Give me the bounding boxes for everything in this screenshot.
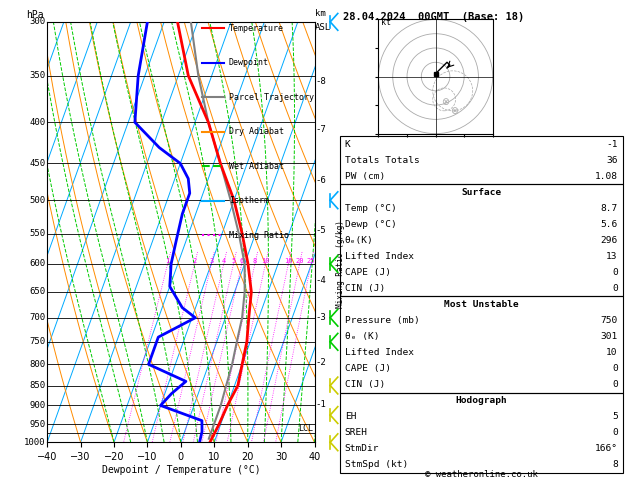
Text: Totals Totals: Totals Totals bbox=[345, 156, 420, 165]
Text: Mixing Ratio: Mixing Ratio bbox=[229, 230, 289, 240]
Text: Hodograph: Hodograph bbox=[455, 396, 507, 405]
Text: CIN (J): CIN (J) bbox=[345, 284, 385, 293]
Text: 4: 4 bbox=[221, 258, 226, 264]
Text: Parcel Trajectory: Parcel Trajectory bbox=[229, 93, 314, 102]
Text: hPa: hPa bbox=[26, 10, 43, 20]
Text: ASL: ASL bbox=[315, 23, 331, 32]
Text: Surface: Surface bbox=[461, 188, 501, 197]
Text: 5: 5 bbox=[612, 412, 618, 421]
Text: 400: 400 bbox=[30, 118, 46, 127]
Text: km: km bbox=[315, 9, 326, 17]
Text: 166°: 166° bbox=[594, 444, 618, 453]
Text: Most Unstable: Most Unstable bbox=[444, 300, 518, 309]
Text: K: K bbox=[345, 139, 350, 149]
Text: 10: 10 bbox=[606, 348, 618, 357]
Text: 0: 0 bbox=[612, 364, 618, 373]
X-axis label: Dewpoint / Temperature (°C): Dewpoint / Temperature (°C) bbox=[101, 465, 260, 475]
Text: SREH: SREH bbox=[345, 428, 368, 437]
Text: -7: -7 bbox=[316, 125, 326, 134]
Text: Isotherm: Isotherm bbox=[229, 196, 269, 205]
Text: θₑ(K): θₑ(K) bbox=[345, 236, 374, 245]
Text: 750: 750 bbox=[601, 316, 618, 325]
Text: Temperature: Temperature bbox=[229, 24, 284, 33]
Text: CAPE (J): CAPE (J) bbox=[345, 364, 391, 373]
Text: © weatheronline.co.uk: © weatheronline.co.uk bbox=[425, 469, 538, 479]
Text: 1: 1 bbox=[165, 258, 170, 264]
Text: 28.04.2024  00GMT  (Base: 18): 28.04.2024 00GMT (Base: 18) bbox=[343, 12, 524, 22]
Text: 800: 800 bbox=[30, 360, 46, 369]
Text: 600: 600 bbox=[30, 260, 46, 268]
Text: Temp (°C): Temp (°C) bbox=[345, 204, 396, 213]
Text: θₑ (K): θₑ (K) bbox=[345, 332, 379, 341]
Text: 700: 700 bbox=[30, 313, 46, 322]
Text: StmDir: StmDir bbox=[345, 444, 379, 453]
Text: 10: 10 bbox=[261, 258, 270, 264]
Text: 16: 16 bbox=[284, 258, 292, 264]
Text: Mixing Ratio (g/kg): Mixing Ratio (g/kg) bbox=[336, 220, 345, 308]
Text: CIN (J): CIN (J) bbox=[345, 380, 385, 389]
Text: 20: 20 bbox=[295, 258, 304, 264]
Text: 36: 36 bbox=[606, 156, 618, 165]
Text: StmSpd (kt): StmSpd (kt) bbox=[345, 460, 408, 469]
Text: 0: 0 bbox=[612, 380, 618, 389]
Text: 1.08: 1.08 bbox=[594, 172, 618, 181]
Text: 300: 300 bbox=[30, 17, 46, 26]
Text: Dewp (°C): Dewp (°C) bbox=[345, 220, 396, 229]
Text: 296: 296 bbox=[601, 236, 618, 245]
Text: 5.6: 5.6 bbox=[601, 220, 618, 229]
Text: -5: -5 bbox=[316, 226, 326, 235]
Text: -1: -1 bbox=[606, 139, 618, 149]
Text: CAPE (J): CAPE (J) bbox=[345, 268, 391, 277]
Text: 2: 2 bbox=[192, 258, 197, 264]
Text: 850: 850 bbox=[30, 381, 46, 390]
Text: 0: 0 bbox=[612, 268, 618, 277]
Text: -8: -8 bbox=[316, 77, 326, 86]
Text: 8: 8 bbox=[612, 460, 618, 469]
Text: 900: 900 bbox=[30, 401, 46, 410]
Text: PW (cm): PW (cm) bbox=[345, 172, 385, 181]
Text: 3: 3 bbox=[209, 258, 213, 264]
Text: 650: 650 bbox=[30, 287, 46, 296]
Text: Pressure (mb): Pressure (mb) bbox=[345, 316, 420, 325]
Text: 5: 5 bbox=[231, 258, 235, 264]
Text: 8: 8 bbox=[253, 258, 257, 264]
Text: 13: 13 bbox=[606, 252, 618, 261]
Text: Wet Adiabat: Wet Adiabat bbox=[229, 161, 284, 171]
Text: 301: 301 bbox=[601, 332, 618, 341]
Text: EH: EH bbox=[345, 412, 356, 421]
Text: 0: 0 bbox=[612, 428, 618, 437]
Text: 0: 0 bbox=[612, 284, 618, 293]
Text: $\otimes$: $\otimes$ bbox=[442, 96, 450, 107]
Text: 450: 450 bbox=[30, 159, 46, 168]
Text: 8.7: 8.7 bbox=[601, 204, 618, 213]
Text: -1: -1 bbox=[316, 400, 326, 409]
Text: Dewpoint: Dewpoint bbox=[229, 58, 269, 67]
Text: -4: -4 bbox=[316, 277, 326, 285]
Text: Lifted Index: Lifted Index bbox=[345, 252, 414, 261]
Text: -6: -6 bbox=[316, 175, 326, 185]
Text: Dry Adiabat: Dry Adiabat bbox=[229, 127, 284, 136]
Text: 25: 25 bbox=[307, 258, 315, 264]
Text: -2: -2 bbox=[316, 358, 326, 367]
Text: 500: 500 bbox=[30, 196, 46, 205]
Text: 750: 750 bbox=[30, 337, 46, 347]
Text: 550: 550 bbox=[30, 229, 46, 238]
Text: $\otimes$: $\otimes$ bbox=[450, 104, 459, 116]
Text: 6: 6 bbox=[240, 258, 243, 264]
Text: kt: kt bbox=[381, 18, 391, 27]
Text: 1000: 1000 bbox=[25, 438, 46, 447]
Text: -3: -3 bbox=[316, 313, 326, 322]
Text: 350: 350 bbox=[30, 71, 46, 80]
Text: Lifted Index: Lifted Index bbox=[345, 348, 414, 357]
Text: LCL: LCL bbox=[298, 424, 313, 434]
Text: 950: 950 bbox=[30, 420, 46, 429]
